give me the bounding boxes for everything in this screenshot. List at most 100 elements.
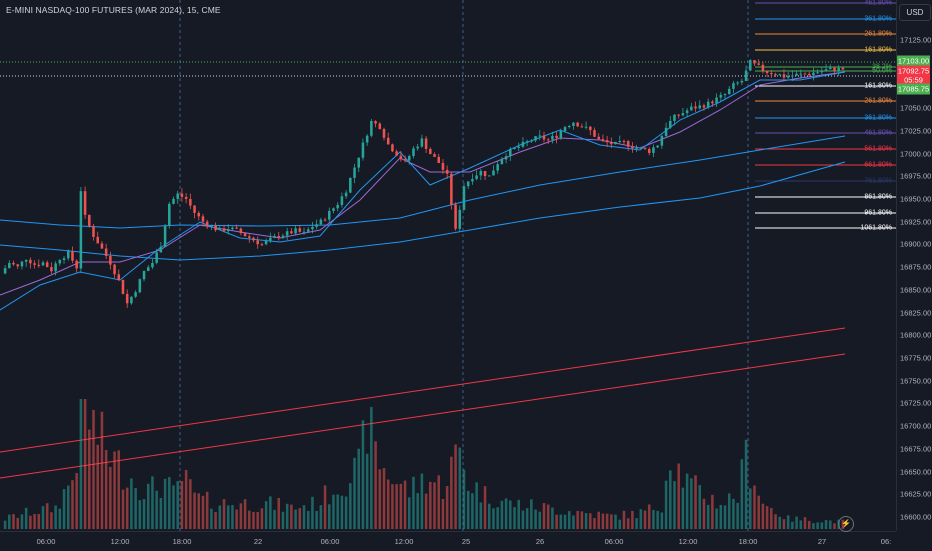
candle-body [530, 140, 533, 142]
volume-bar [496, 507, 499, 529]
time-axis[interactable] [0, 531, 896, 551]
volume-bar [605, 513, 609, 529]
candle-body [702, 105, 706, 108]
candle-body [698, 105, 702, 109]
volume-bar [328, 504, 331, 529]
volume-bar [475, 482, 478, 529]
volume-bar [344, 496, 348, 529]
volume-bar [749, 488, 752, 529]
candle-body [626, 141, 630, 147]
candle-body [92, 225, 95, 237]
candle-body [786, 76, 790, 78]
volume-bar [319, 505, 323, 529]
volume-bar [378, 469, 382, 529]
candle-body [50, 267, 53, 272]
candle-body [29, 259, 32, 264]
volume-bar [302, 505, 306, 529]
price-axis-label: 16875.00 [900, 262, 932, 272]
price-tag: 17085.75 [897, 83, 930, 95]
candle-body [694, 106, 697, 109]
candle-body [243, 233, 247, 237]
volume-bar [104, 450, 108, 529]
candle-body [109, 256, 112, 265]
candle-body [41, 262, 45, 266]
volume-bar [168, 477, 171, 529]
price-chart-canvas[interactable] [0, 0, 896, 531]
volume-bar [8, 514, 11, 529]
volume-bar [450, 456, 453, 529]
candle-body [690, 106, 693, 111]
ma-short-purple [0, 71, 846, 296]
volume-bar [437, 475, 440, 529]
time-axis-label: 12:00 [678, 537, 698, 546]
volume-bar [235, 509, 238, 529]
currency-button[interactable]: USD [899, 4, 931, 21]
lightning-icon[interactable]: ⚡ [838, 516, 854, 532]
candle-body [302, 231, 306, 233]
volume-bar [340, 495, 344, 529]
price-tag: 17092.75 [897, 65, 930, 77]
candle-body [479, 171, 483, 176]
candle-body [757, 63, 760, 65]
candle-body [100, 243, 104, 249]
candle-body [252, 237, 255, 241]
fib-level-label: 961.80% [864, 209, 892, 217]
candle-body [146, 267, 150, 272]
volume-bar [820, 522, 824, 529]
volume-bar [176, 481, 179, 529]
volume-bar [782, 519, 786, 529]
price-axis-label: 16800.00 [900, 330, 932, 340]
candle-body [138, 279, 142, 293]
candle-body [218, 228, 222, 231]
volume-bar [420, 473, 424, 529]
volume-bar [142, 498, 146, 529]
candle-body [631, 146, 634, 149]
volume-bar [205, 491, 209, 529]
candle-body [433, 154, 436, 157]
candle-body [79, 191, 83, 269]
candle-body [197, 212, 201, 217]
fib-level-label: 661.80% [864, 161, 892, 169]
volume-bar [706, 504, 710, 529]
candle-body [344, 192, 348, 197]
price-reference-lines [0, 61, 896, 77]
price-axis-label: 17000.00 [900, 149, 932, 159]
volume-bar [33, 514, 36, 529]
volume-bar [791, 521, 794, 529]
candle-body [290, 231, 293, 234]
volume-bar [306, 511, 310, 529]
fib-level-label: 461.80% [864, 129, 892, 137]
volume-bar [408, 497, 411, 529]
candle-body [740, 80, 744, 83]
volume-bar [197, 493, 201, 529]
volume-bar [429, 481, 432, 529]
candle-body [458, 209, 462, 229]
volume-bar [184, 469, 188, 529]
candle-body [841, 67, 845, 70]
candle-body [521, 141, 525, 147]
candle-body [125, 293, 129, 304]
candle-body [45, 262, 49, 268]
volume-bar [639, 509, 643, 529]
volume-bar [277, 497, 281, 529]
ma-fast-blue [0, 71, 846, 311]
candle-body [54, 263, 57, 272]
volume-bar [833, 523, 836, 529]
fib-level-label: 38.2% [872, 63, 892, 71]
candle-body [576, 122, 579, 127]
volume-bar [757, 495, 760, 529]
volume-bar [660, 512, 664, 529]
volume-bar [130, 478, 133, 529]
candle-body [778, 74, 782, 76]
volume-bar [121, 489, 125, 529]
candle-body [151, 262, 154, 268]
symbol-title[interactable]: E-MINI NASDAQ-100 FUTURES (MAR 2024), 15… [6, 5, 221, 15]
candle-body [487, 175, 491, 177]
candle-body [201, 216, 205, 222]
volume-bar [151, 476, 154, 529]
volume-bar [593, 518, 596, 529]
candle-body [399, 155, 403, 160]
volume-bar [370, 406, 373, 529]
candle-body [513, 147, 516, 149]
candle-body [509, 148, 512, 157]
